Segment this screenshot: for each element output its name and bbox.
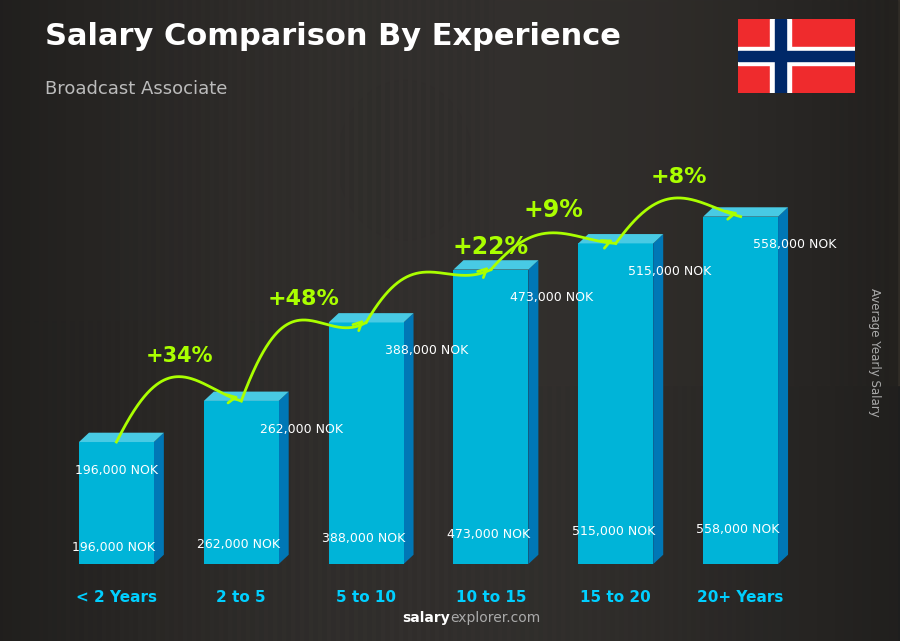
Polygon shape [778,207,788,564]
Text: 388,000 NOK: 388,000 NOK [322,532,405,545]
Text: 196,000 NOK: 196,000 NOK [75,464,158,477]
Polygon shape [203,401,279,564]
Polygon shape [328,322,403,564]
Polygon shape [279,392,289,564]
Text: explorer.com: explorer.com [450,611,540,625]
Polygon shape [203,392,289,401]
Polygon shape [653,234,663,564]
Polygon shape [579,234,663,244]
Text: salary: salary [402,611,450,625]
Text: 2 to 5: 2 to 5 [216,590,266,605]
Bar [775,19,786,93]
Bar [738,47,855,65]
Text: 15 to 20: 15 to 20 [580,590,651,605]
Text: +34%: +34% [146,345,213,366]
Text: Broadcast Associate: Broadcast Associate [45,80,228,98]
Ellipse shape [338,80,472,240]
Polygon shape [328,313,413,322]
Bar [0,320,450,641]
Polygon shape [454,270,528,564]
Polygon shape [454,260,538,270]
Polygon shape [403,313,413,564]
Text: 558,000 NOK: 558,000 NOK [753,238,836,251]
Text: 20+ Years: 20+ Years [698,590,784,605]
Polygon shape [528,260,538,564]
Polygon shape [79,433,164,442]
Polygon shape [79,442,154,564]
Polygon shape [703,207,788,217]
Bar [495,0,900,385]
Bar [770,19,791,93]
Polygon shape [154,433,164,564]
Text: 196,000 NOK: 196,000 NOK [72,541,156,554]
Polygon shape [703,217,778,564]
Text: +8%: +8% [651,167,706,187]
Text: +22%: +22% [453,235,529,259]
Text: +9%: +9% [524,198,583,222]
Text: < 2 Years: < 2 Years [76,590,157,605]
Text: 388,000 NOK: 388,000 NOK [385,344,468,357]
Text: 515,000 NOK: 515,000 NOK [572,526,655,538]
Text: 5 to 10: 5 to 10 [336,590,396,605]
Text: 558,000 NOK: 558,000 NOK [697,523,779,537]
Text: 515,000 NOK: 515,000 NOK [628,265,712,278]
Text: 473,000 NOK: 473,000 NOK [447,528,530,540]
Text: Salary Comparison By Experience: Salary Comparison By Experience [45,22,621,51]
Text: 10 to 15: 10 to 15 [455,590,526,605]
Polygon shape [579,244,653,564]
Text: +48%: +48% [268,289,340,309]
Bar [738,51,855,61]
Text: Average Yearly Salary: Average Yearly Salary [868,288,881,417]
Text: 473,000 NOK: 473,000 NOK [509,292,593,304]
Text: 262,000 NOK: 262,000 NOK [260,422,343,436]
Text: 262,000 NOK: 262,000 NOK [197,538,280,551]
